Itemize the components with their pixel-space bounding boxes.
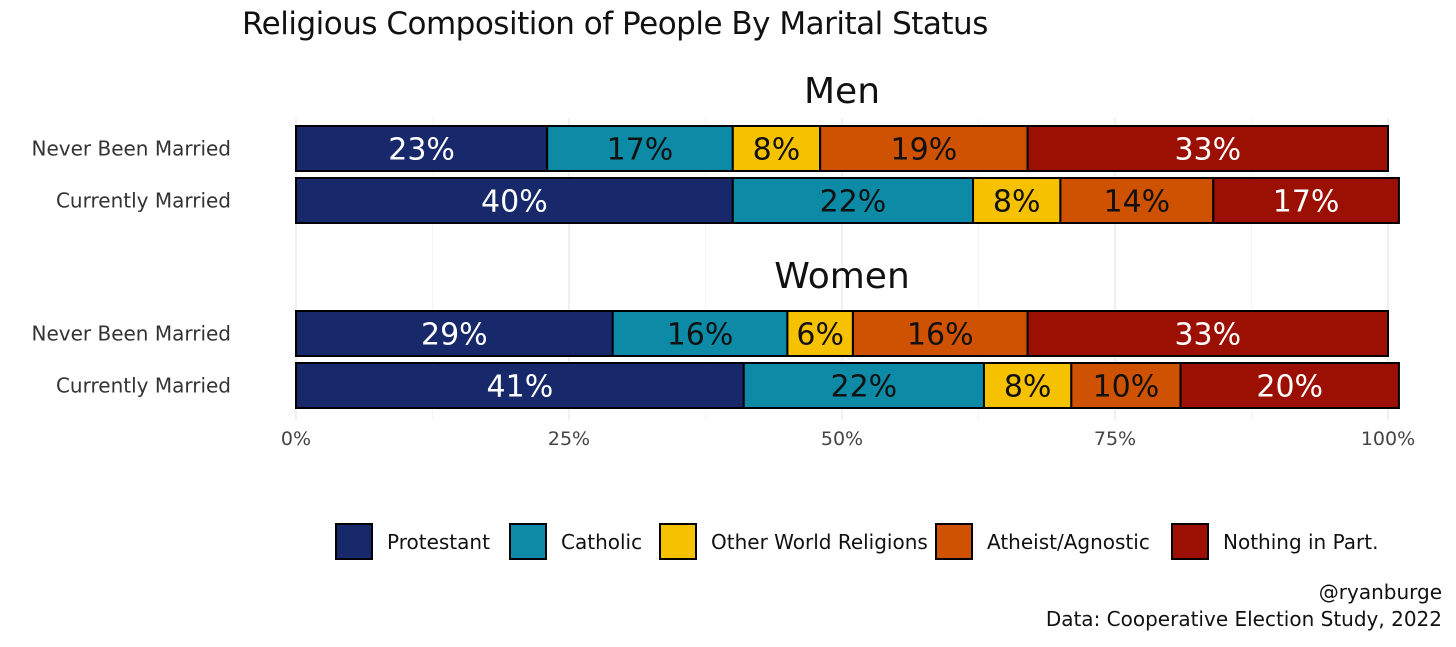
data-label: 19% <box>891 133 958 168</box>
legend-swatch <box>335 523 373 560</box>
bar-segment-nothing-in-part <box>1212 177 1400 224</box>
data-label: 8% <box>1004 370 1052 405</box>
legend-swatch <box>935 523 973 560</box>
data-label: 8% <box>993 185 1041 220</box>
data-label: 20% <box>1256 370 1323 405</box>
legend-swatch <box>659 523 697 560</box>
bar-segment-protestant <box>295 362 745 409</box>
panel-title: Men <box>804 71 880 112</box>
row-label: Currently Married <box>56 189 231 213</box>
legend-label: Catholic <box>561 530 642 554</box>
bar-segment-protestant <box>295 177 734 224</box>
bar-segment-other-world-religions <box>731 125 822 172</box>
legend-label: Protestant <box>387 530 490 554</box>
data-label: 22% <box>830 370 897 405</box>
bar-segment-catholic <box>742 362 985 409</box>
legend-label: Nothing in Part. <box>1223 530 1378 554</box>
bar-segment-atheist-agnostic <box>851 310 1029 357</box>
bar-segment-other-world-religions <box>786 310 854 357</box>
row-label: Never Been Married <box>31 322 231 346</box>
legend-swatch <box>1171 523 1209 560</box>
bar-segment-nothing-in-part <box>1026 310 1389 357</box>
data-label: 23% <box>388 133 455 168</box>
data-label: 40% <box>481 185 548 220</box>
row-label: Currently Married <box>56 374 231 398</box>
bar-segment-atheist-agnostic <box>1059 177 1215 224</box>
bar-segment-protestant <box>295 125 549 172</box>
author-handle: @ryanburge <box>1318 580 1442 604</box>
data-label: 33% <box>1174 133 1241 168</box>
panel-title: Women <box>774 256 910 297</box>
chart-title: Religious Composition of People By Marit… <box>242 6 988 42</box>
data-label: 41% <box>487 370 554 405</box>
legend-label: Atheist/Agnostic <box>987 530 1150 554</box>
x-tick-label: 75% <box>1094 428 1136 450</box>
data-source: Data: Cooperative Election Study, 2022 <box>1045 607 1442 631</box>
legend-label: Other World Religions <box>711 530 928 554</box>
data-label: 17% <box>607 133 674 168</box>
bar-segment-protestant <box>295 310 614 357</box>
legend-swatch <box>509 523 547 560</box>
x-tick-label: 0% <box>281 428 311 450</box>
row-label: Never Been Married <box>31 137 231 161</box>
data-label: 14% <box>1103 185 1170 220</box>
data-label: 16% <box>907 318 974 353</box>
data-label: 6% <box>796 318 844 353</box>
data-label: 22% <box>820 185 887 220</box>
data-label: 10% <box>1093 370 1160 405</box>
bar-segment-atheist-agnostic <box>819 125 1029 172</box>
data-label: 8% <box>753 133 801 168</box>
bar-segment-nothing-in-part <box>1179 362 1400 409</box>
bar-segment-catholic <box>731 177 975 224</box>
data-label: 16% <box>667 318 734 353</box>
x-tick-label: 50% <box>821 428 863 450</box>
bar-segment-catholic <box>546 125 734 172</box>
data-label: 33% <box>1174 318 1241 353</box>
x-tick-label: 100% <box>1361 428 1415 450</box>
data-label: 29% <box>421 318 488 353</box>
x-tick-label: 25% <box>548 428 590 450</box>
data-label: 17% <box>1273 185 1340 220</box>
bar-segment-nothing-in-part <box>1026 125 1389 172</box>
bar-segment-other-world-religions <box>982 362 1073 409</box>
